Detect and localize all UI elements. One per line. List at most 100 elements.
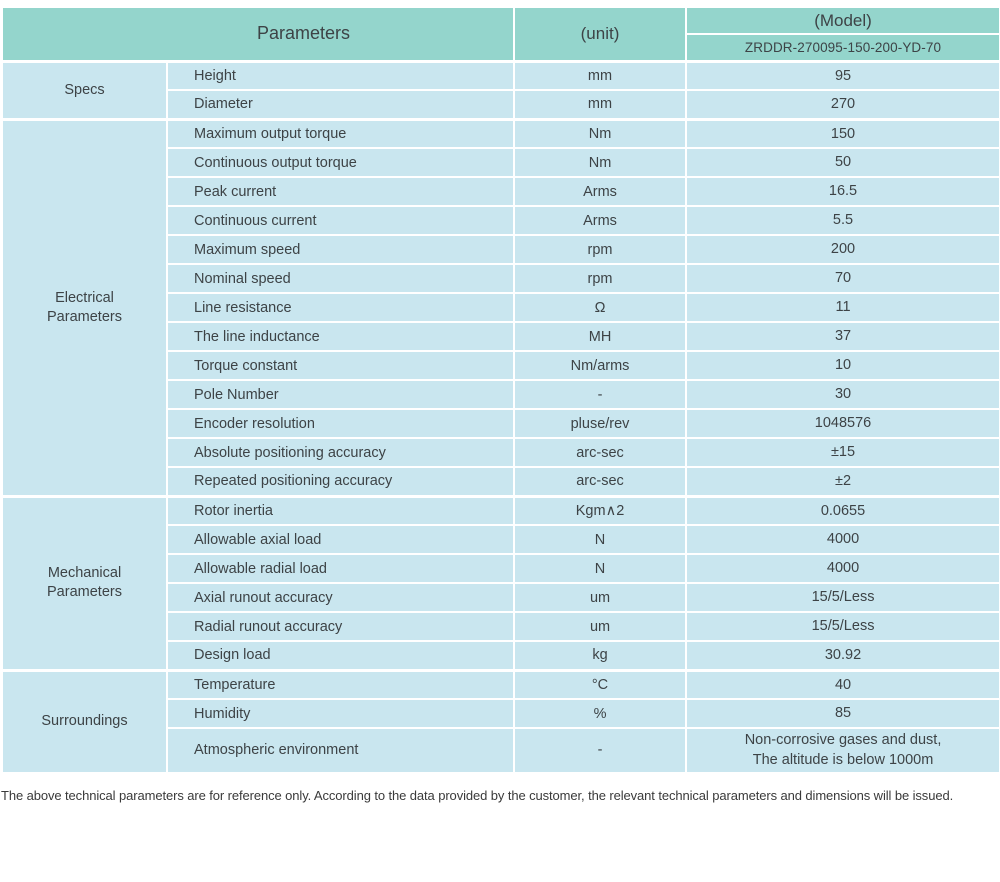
table-row: Absolute positioning accuracy arc-sec ±15	[2, 437, 1000, 468]
param-name: Allowable radial load	[165, 553, 516, 584]
param-name: Peak current	[165, 176, 516, 207]
table-row: The line inductance MH 37	[2, 321, 1000, 352]
param-unit: %	[513, 698, 688, 729]
param-name: Height	[165, 59, 516, 91]
param-name: Radial runout accuracy	[165, 611, 516, 642]
spec-table: Parameters (unit) (Model) ZRDDR-270095-1…	[0, 6, 1000, 774]
section-label: Specs	[1, 59, 168, 120]
param-value: 0.0655	[685, 494, 1000, 526]
table-row: Surroundings Temperature °C 40	[1, 668, 1000, 774]
header-row-2: ZRDDR-270095-150-200-YD-70	[2, 33, 1000, 62]
param-unit: -	[513, 379, 688, 410]
table-row: Allowable radial load N 4000	[2, 553, 1000, 584]
table-row: Radial runout accuracy um 15/5/Less	[2, 611, 1000, 642]
table-row: Line resistance Ω 11	[2, 292, 1000, 323]
spec-table-body: Specs Height mm 95 Diameter mm 270 Electrical P…	[1, 59, 1000, 774]
param-unit: Kgm∧2	[513, 494, 688, 526]
param-name: Torque constant	[165, 350, 516, 381]
param-name: Line resistance	[165, 292, 516, 323]
table-row: Mechanical Parameters Rotor inertia Kgm∧2 0…	[1, 494, 1000, 671]
unit-header: (unit)	[513, 6, 688, 62]
param-unit: arc-sec	[513, 437, 688, 468]
table-row: Pole Number -30	[2, 379, 1000, 410]
param-name: Encoder resolution	[165, 408, 516, 439]
param-value: 150	[685, 117, 1000, 149]
param-value: ±15	[685, 437, 1000, 468]
param-value: 10	[685, 350, 1000, 381]
table-row: Torque constant Nm/arms 10	[2, 350, 1000, 381]
param-value: 5.5	[685, 205, 1000, 236]
param-name: Absolute positioning accuracy	[165, 437, 516, 468]
param-name: Continuous output torque	[165, 147, 516, 178]
param-unit: Nm/arms	[513, 350, 688, 381]
param-unit: um	[513, 582, 688, 613]
param-value: 37	[685, 321, 1000, 352]
param-value: 70	[685, 263, 1000, 294]
param-name: Design load	[165, 640, 516, 671]
param-value: 4000	[685, 553, 1000, 584]
table-row: Nominal speed rpm 70	[2, 263, 1000, 294]
param-name: Atmospheric environment	[165, 727, 516, 774]
section-label: Electrical Parameters	[1, 117, 168, 497]
param-name: Repeated positioning accuracy	[165, 466, 516, 497]
table-row: Humidity% 85	[2, 698, 1000, 729]
param-unit: Arms	[513, 176, 688, 207]
param-value: 15/5/Less	[685, 582, 1000, 613]
param-unit: °C	[513, 668, 688, 700]
param-value: 40	[685, 668, 1000, 700]
spec-table-header: Parameters (unit) (Model) ZRDDR-270095-1…	[0, 6, 1000, 62]
param-name: Humidity	[165, 698, 516, 729]
param-value: 50	[685, 147, 1000, 178]
param-value: 200	[685, 234, 1000, 265]
param-unit: -	[513, 727, 688, 774]
param-unit: rpm	[513, 234, 688, 265]
param-value: 30.92	[685, 640, 1000, 671]
table-row: Atmospheric environment - Non-corrosive ga…	[2, 727, 1000, 774]
parameters-header: Parameters	[0, 6, 516, 62]
param-unit: mm	[513, 59, 688, 91]
param-value: Non-corrosive gases and dust, The altitu…	[685, 727, 1000, 774]
param-name: Temperature	[165, 668, 516, 700]
param-name: Nominal speed	[165, 263, 516, 294]
param-name: The line inductance	[165, 321, 516, 352]
table-row: Maximum speed rpm 200	[2, 234, 1000, 265]
table-row: Diameter mm 270	[2, 89, 1000, 120]
param-name: Diameter	[165, 89, 516, 120]
param-name: Allowable axial load	[165, 524, 516, 555]
param-value: ±2	[685, 466, 1000, 497]
param-unit: rpm	[513, 263, 688, 294]
param-name: Continuous current	[165, 205, 516, 236]
param-value: 16.5	[685, 176, 1000, 207]
param-unit: N	[513, 553, 688, 584]
table-row: Axial runout accuracy um 15/5/Less	[2, 582, 1000, 613]
param-unit: Ω	[513, 292, 688, 323]
param-value: 270	[685, 89, 1000, 120]
param-name: Pole Number	[165, 379, 516, 410]
table-row: Electrical Parameters Maximum output torq…	[1, 117, 1000, 497]
reference-disclaimer: The above technical parameters are for r…	[1, 787, 954, 803]
param-unit: Nm	[513, 147, 688, 178]
param-unit: pluse/rev	[513, 408, 688, 439]
model-header: (Model)	[685, 6, 1000, 35]
table-row: Peak current Arms 16.5	[2, 176, 1000, 207]
param-unit: N	[513, 524, 688, 555]
section-label: Mechanical Parameters	[1, 494, 168, 671]
table-row: Continuous output torque Nm 50	[2, 147, 1000, 178]
section-label: Surroundings	[1, 668, 168, 774]
param-unit: Nm	[513, 117, 688, 149]
param-unit: MH	[513, 321, 688, 352]
table-row: Encoder resolution pluse/rev 1048576	[2, 408, 1000, 439]
model-number: ZRDDR-270095-150-200-YD-70	[685, 33, 1000, 62]
param-value: 85	[685, 698, 1000, 729]
param-value: 4000	[685, 524, 1000, 555]
param-value: 30	[685, 379, 1000, 410]
table-row: Continuous current Arms 5.5	[2, 205, 1000, 236]
table-row: Repeated positioning accuracy arc-sec ±2	[2, 466, 1000, 497]
param-unit: kg	[513, 640, 688, 671]
header-row-1: Parameters (unit) (Model)	[0, 6, 1000, 62]
table-row: Design load kg 30.92	[2, 640, 1000, 671]
param-value: 1048576	[685, 408, 1000, 439]
param-value: 15/5/Less	[685, 611, 1000, 642]
param-value: 95	[685, 59, 1000, 91]
